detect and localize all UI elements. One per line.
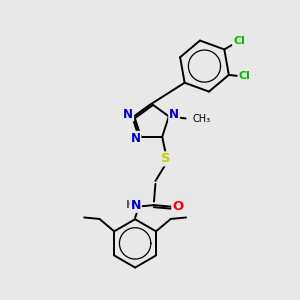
- Text: Cl: Cl: [233, 37, 245, 46]
- Text: N: N: [130, 199, 141, 212]
- Text: H: H: [126, 200, 135, 210]
- Text: Cl: Cl: [239, 71, 251, 81]
- Text: N: N: [169, 108, 179, 122]
- Text: N: N: [130, 132, 140, 145]
- Text: N: N: [123, 107, 133, 121]
- Text: O: O: [172, 200, 184, 213]
- Text: CH₃: CH₃: [192, 114, 211, 124]
- Text: S: S: [161, 152, 170, 165]
